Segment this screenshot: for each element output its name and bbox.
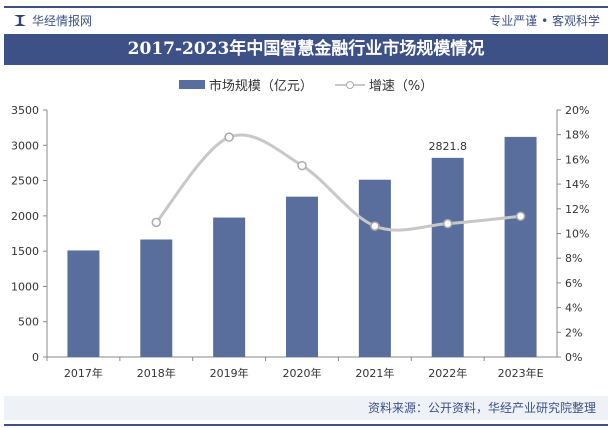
x-tick-label: 2023年E <box>498 366 544 380</box>
top-divider <box>4 6 608 8</box>
left-tick-label: 0 <box>32 351 39 364</box>
left-tick-label: 1500 <box>11 245 39 258</box>
legend-bar-swatch <box>178 80 205 89</box>
right-tick-label: 12% <box>565 203 589 216</box>
x-tick-label: 2020年 <box>283 366 322 380</box>
bottom-divider <box>4 424 608 426</box>
growth-point <box>297 160 307 171</box>
growth-point <box>515 211 526 221</box>
bar-2022年 <box>431 157 464 357</box>
bar-2017年 <box>67 250 100 357</box>
slogan: 专业严谨 • 客观科学 <box>489 14 600 28</box>
left-tick-label: 2500 <box>11 175 39 188</box>
left-tick-label: 1000 <box>11 280 39 293</box>
right-tick-label: 20% <box>565 104 589 117</box>
x-tick-label: 2018年 <box>137 366 176 380</box>
right-tick-label: 14% <box>565 178 589 191</box>
legend: 市场规模（亿元） 增速（%） <box>0 75 612 94</box>
growth-point <box>151 217 162 228</box>
plot-area: 0 500 1000 1500 2000 2500 3000 3500 0% 2% 4% 6% 8% 10… <box>11 104 589 380</box>
brand-logo-icon <box>14 15 26 26</box>
bar-2023年E <box>504 136 537 357</box>
left-tick-label: 3000 <box>11 139 39 152</box>
legend-label: 增速（%） <box>368 79 434 94</box>
growth-point <box>370 221 380 231</box>
right-tick-label: 2% <box>565 326 582 339</box>
right-tick-label: 6% <box>565 277 582 290</box>
brand-name: 华经情报网 <box>32 14 93 28</box>
right-tick-label: 16% <box>565 153 589 166</box>
x-tick-label: 2019年 <box>210 366 249 380</box>
bar-2018年 <box>140 239 173 357</box>
legend-item-line: 增速（%） <box>334 75 434 94</box>
left-tick-label: 500 <box>18 316 39 329</box>
left-tick-label: 2000 <box>11 210 39 223</box>
growth-point <box>224 132 234 142</box>
right-tick-label: 0% <box>565 351 582 364</box>
x-tick-label: 2022年 <box>428 366 467 380</box>
growth-point <box>442 218 453 229</box>
legend-line-swatch <box>334 80 365 89</box>
right-tick-label: 10% <box>565 228 589 241</box>
bar-2020年 <box>286 196 318 357</box>
right-tick-label: 4% <box>565 302 582 315</box>
legend-label: 市场规模（亿元） <box>208 79 313 94</box>
legend-item-bar: 市场规模（亿元） <box>178 75 313 94</box>
brand: 华经情报网 <box>14 12 92 29</box>
data-label: 2821.8 <box>428 140 467 153</box>
bar-2021年 <box>358 179 391 357</box>
source-note: 资料来源：公开资料，华经产业研究院整理 <box>4 396 608 420</box>
bar-2019年 <box>213 217 246 357</box>
left-tick-label: 3500 <box>11 104 39 117</box>
right-tick-label: 8% <box>565 252 582 265</box>
x-tick-label: 2017年 <box>64 366 103 380</box>
chart-title: 2017-2023年中国智慧金融行业市场规模情况 <box>4 34 608 65</box>
x-tick-label: 2021年 <box>355 366 394 380</box>
right-tick-label: 18% <box>565 129 589 142</box>
